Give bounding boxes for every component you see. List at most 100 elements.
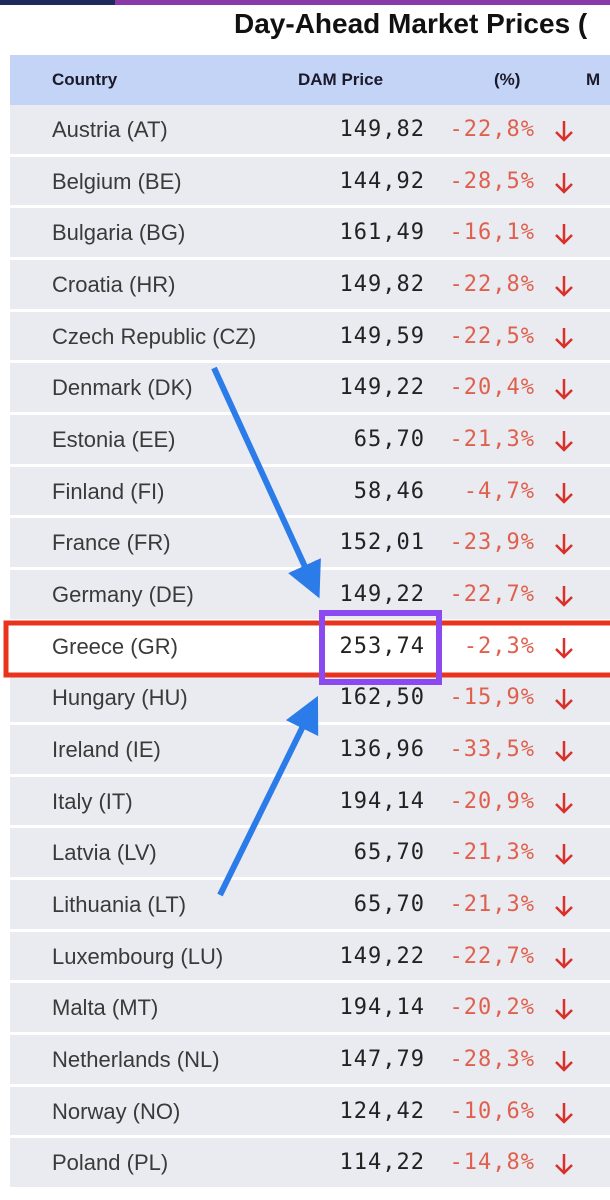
table-row: Latvia (LV) 65,70 -21,3% <box>10 828 610 881</box>
change-cell: -28,3% <box>449 1047 535 1073</box>
country-cell: Denmark (DK) <box>52 375 193 401</box>
table-row: Austria (AT) 149,82 -22,8% <box>10 105 610 157</box>
table-row: Finland (FI) 58,46 -4,7% <box>10 466 610 519</box>
table-row: Czech Republic (CZ) 149,59 -22,5% <box>10 311 610 364</box>
arrow-path <box>555 741 573 762</box>
down-arrow-icon <box>555 844 573 866</box>
price-cell: 194,14 <box>339 995 425 1021</box>
down-arrow-icon <box>555 534 573 556</box>
price-cell: 58,46 <box>353 478 425 504</box>
country-cell: Greece (GR) <box>52 633 178 659</box>
arrow-path <box>555 379 573 401</box>
price-cell: 161,49 <box>339 220 425 246</box>
change-cell: -14,8% <box>449 1150 535 1176</box>
down-arrow-icon <box>555 586 573 607</box>
table-row: Hungary (HU) 162,50 -15,9% <box>10 673 610 726</box>
column-header: M <box>586 70 601 89</box>
table-row: Poland (PL) 114,22 -14,8% <box>10 1138 610 1191</box>
arrow-path <box>555 327 573 349</box>
country-cell: Belgium (BE) <box>52 168 182 194</box>
country-cell: Ireland (IE) <box>52 737 161 763</box>
country-cell: Norway (NO) <box>52 1098 181 1124</box>
arrow-path <box>555 844 573 866</box>
change-cell: -21,3% <box>449 840 535 866</box>
country-cell: Italy (IT) <box>52 788 133 814</box>
arrow-path <box>555 637 573 659</box>
table-row: Bulgaria (BG) 161,49 -16,1% <box>10 208 610 260</box>
table-row: Estonia (EE) 65,70 -21,3% <box>10 415 610 467</box>
change-cell: -20,9% <box>449 788 535 814</box>
table-row: Germany (DE) 149,22 -22,7% <box>10 570 610 622</box>
country-cell: Bulgaria (BG) <box>52 220 186 246</box>
change-cell: -21,3% <box>449 892 535 918</box>
table-row: Greece (GR) 253,74 -2,3% <box>10 621 610 674</box>
down-arrow-icon <box>555 224 573 246</box>
arrow-path <box>555 224 573 246</box>
arrow-path <box>555 1102 573 1124</box>
arrow-path <box>555 121 573 142</box>
price-cell: 65,70 <box>353 892 425 918</box>
change-cell: -33,5% <box>449 737 535 763</box>
change-cell: -20,2% <box>449 995 535 1021</box>
country-cell: Hungary (HU) <box>52 685 188 711</box>
price-cell: 124,42 <box>339 1098 425 1124</box>
arrow-path <box>555 534 573 556</box>
table-row: Lithuania (LT) 65,70 -21,3% <box>10 880 610 932</box>
country-cell: France (FR) <box>52 530 171 556</box>
country-cell: Estonia (EE) <box>52 427 176 453</box>
table-row: Denmark (DK) 149,22 -20,4% <box>10 363 610 415</box>
table-row: Norway (NO) 124,42 -10,6% <box>10 1086 610 1139</box>
column-header: (%) <box>494 70 521 89</box>
table-row: Malta (MT) 194,14 -20,2% <box>10 983 610 1036</box>
change-cell: -10,6% <box>449 1098 535 1124</box>
price-cell: 65,70 <box>353 427 425 453</box>
country-cell: Czech Republic (CZ) <box>52 323 257 349</box>
down-arrow-icon <box>555 741 573 762</box>
arrow-path <box>555 999 573 1021</box>
down-arrow-icon <box>555 999 573 1021</box>
price-cell: 152,01 <box>339 530 425 556</box>
price-cell: 194,14 <box>339 788 425 814</box>
price-cell: 149,22 <box>339 943 425 969</box>
price-cell: 149,22 <box>339 582 425 608</box>
change-cell: -22,8% <box>449 272 535 297</box>
change-cell: -22,7% <box>449 582 535 608</box>
down-arrow-icon <box>555 172 573 194</box>
country-cell: Poland (PL) <box>52 1150 169 1176</box>
country-cell: Croatia (HR) <box>52 272 176 297</box>
arrow-path <box>555 482 573 504</box>
down-arrow-icon <box>555 431 573 452</box>
price-cell: 162,50 <box>339 685 425 711</box>
arrow-path <box>555 689 573 711</box>
arrow-path <box>555 431 573 452</box>
top-bar <box>0 0 115 5</box>
down-arrow-icon <box>555 689 573 711</box>
table-row: Netherlands (NL) 147,79 -28,3% <box>10 1035 610 1087</box>
down-arrow-icon <box>555 1102 573 1124</box>
down-arrow-icon <box>555 896 573 917</box>
price-cell: 114,22 <box>339 1150 425 1176</box>
arrow-path <box>555 172 573 194</box>
price-cell: 149,82 <box>339 272 425 297</box>
arrow-path <box>555 586 573 607</box>
country-cell: Finland (FI) <box>52 478 165 504</box>
price-cell: 253,74 <box>339 633 425 659</box>
arrow-path <box>555 792 573 814</box>
down-arrow-icon <box>555 482 573 504</box>
column-header: DAM Price <box>298 70 384 89</box>
price-cell: 149,22 <box>339 375 425 401</box>
table-row: Italy (IT) 194,14 -20,9% <box>10 776 610 829</box>
change-cell: -4,7% <box>463 478 535 504</box>
change-cell: -22,5% <box>449 323 535 349</box>
arrow-path <box>555 947 573 969</box>
table-row: Luxembourg (LU) 149,22 -22,7% <box>10 931 610 984</box>
column-header: Country <box>52 70 118 89</box>
change-cell: -28,5% <box>449 168 535 194</box>
change-cell: -15,9% <box>449 685 535 711</box>
country-cell: Latvia (LV) <box>52 840 157 866</box>
country-cell: Lithuania (LT) <box>52 892 187 918</box>
change-cell: -23,9% <box>449 530 535 556</box>
down-arrow-icon <box>555 637 573 659</box>
change-cell: -22,7% <box>449 943 535 969</box>
country-cell: Germany (DE) <box>52 582 194 608</box>
